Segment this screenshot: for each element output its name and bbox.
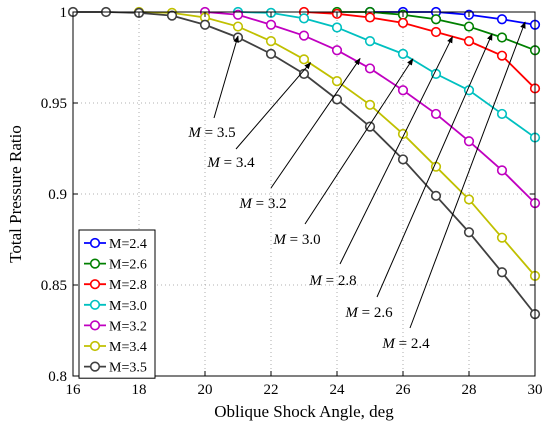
x-tick-label: 20	[198, 382, 213, 398]
x-tick-label: 28	[462, 382, 477, 398]
axis-ticks: 16 18 20 22 24 26 28 30 0.8 0.85 0.9 0.95 1	[41, 5, 543, 398]
legend-swatch-marker	[89, 340, 101, 352]
annotation-label: M = 3.2	[238, 196, 286, 212]
legend-swatch-marker	[89, 299, 101, 310]
annotation-arrow	[339, 35, 453, 265]
y-tick-label: 0.85	[41, 278, 67, 294]
data-point-m-3-4	[364, 99, 376, 110]
annotation-label: M = 3.0	[272, 232, 320, 248]
annotation-label: M = 2.6	[344, 305, 393, 321]
series-line-m-3-0	[237, 11, 536, 139]
data-point-m-3-2	[232, 9, 244, 20]
data-point-m-2-8	[397, 17, 409, 29]
data-point-m-3-5	[397, 154, 409, 165]
data-point-m-2-8	[430, 26, 442, 38]
legend-entry-label: M=3.0	[109, 299, 147, 314]
annotation-label: M = 3.4	[206, 155, 255, 171]
legend-entry-label: M=2.6	[109, 258, 147, 273]
annotation-arrow	[213, 35, 239, 119]
x-tick-label: 30	[528, 382, 543, 398]
series-line-m-2-8	[303, 11, 536, 90]
data-point-m-3-2	[496, 165, 508, 176]
data-point-m-3-5	[199, 19, 211, 30]
data-point-m-3-2	[397, 85, 409, 96]
data-point-m-2-8	[463, 36, 475, 47]
annotation-arrow	[235, 62, 312, 150]
data-point-m-3-2	[430, 108, 442, 120]
legend: M=2.4 M=2.6 M=2.8 M=3.0 M=3.2 M=3.4 M=3.5	[78, 229, 156, 379]
data-point-m-3-4	[298, 54, 310, 65]
y-tick-label: 0.8	[48, 369, 67, 385]
data-point-m-3-0	[397, 48, 409, 59]
x-tick-label: 24	[330, 382, 346, 398]
y-tick-label: 0.95	[41, 96, 67, 112]
data-point-m-3-2	[265, 19, 277, 30]
x-tick-label: 22	[264, 382, 279, 398]
legend-entry-label: M=2.8	[109, 278, 147, 293]
annotation-label: M = 3.5	[187, 125, 235, 141]
data-point-m-3-0	[496, 108, 508, 120]
legend-entry-label: M=3.4	[109, 340, 147, 355]
data-point-m-3-4	[463, 194, 475, 205]
legend-swatch-marker	[89, 361, 101, 372]
y-axis-label: Total Pressure Ratio	[6, 125, 25, 263]
annotation-arrow	[304, 58, 414, 225]
legend-swatch-marker	[89, 279, 101, 290]
legend-swatch-marker	[89, 258, 101, 269]
annotation-arrow	[270, 57, 361, 189]
data-point-m-3-4	[496, 232, 508, 243]
data-point-m-2-6	[430, 14, 442, 25]
data-point-m-2-8	[364, 12, 376, 23]
data-point-m-3-2	[331, 45, 343, 56]
data-point-m-2-4	[496, 14, 508, 25]
data-point-m-3-5	[331, 94, 343, 105]
legend-entry-label: M=2.4	[109, 237, 147, 252]
data-point-m-3-5	[364, 121, 376, 132]
x-tick-label: 26	[396, 382, 412, 398]
data-point-m-3-2	[364, 63, 376, 74]
annotations: M = 3.5 M = 3.4 M = 3.2 M = 3.0 M = 2.8 M = 2…	[187, 21, 526, 352]
data-point-m-2-8	[496, 50, 508, 61]
x-tick-label: 18	[132, 382, 147, 398]
x-axis-label: Oblique Shock Angle, deg	[214, 402, 394, 421]
data-point-m-3-4	[331, 76, 343, 87]
annotation-arrow	[409, 21, 526, 329]
legend-swatch-marker	[89, 320, 101, 331]
data-point-m-3-2	[463, 136, 475, 147]
data-point-m-3-5	[496, 267, 508, 278]
annotation-label: M = 2.8	[308, 273, 356, 289]
annotation-arrow	[376, 33, 493, 298]
data-point-m-3-5	[166, 10, 178, 21]
data-point-m-3-0	[298, 13, 310, 24]
legend-entry-label: M=3.5	[109, 361, 147, 376]
legend-swatch-marker	[89, 237, 101, 249]
x-tick-label: 16	[66, 382, 82, 398]
data-point-m-3-0	[364, 36, 376, 47]
data-point-m-2-6	[496, 32, 508, 43]
data-point-m-3-4	[232, 21, 244, 32]
data-point-m-3-4	[265, 36, 277, 47]
y-tick-label: 0.9	[48, 187, 67, 203]
data-point-m-3-0	[331, 22, 343, 33]
data-point-m-2-6	[463, 21, 475, 32]
annotation-label: M = 2.4	[381, 336, 430, 352]
data-point-m-3-5	[265, 48, 277, 59]
data-point-m-3-5	[430, 190, 442, 201]
y-tick-label: 1	[60, 5, 68, 21]
legend-entry-label: M=3.2	[109, 319, 147, 334]
data-point-m-3-5	[463, 227, 475, 238]
data-point-m-3-2	[298, 30, 310, 41]
